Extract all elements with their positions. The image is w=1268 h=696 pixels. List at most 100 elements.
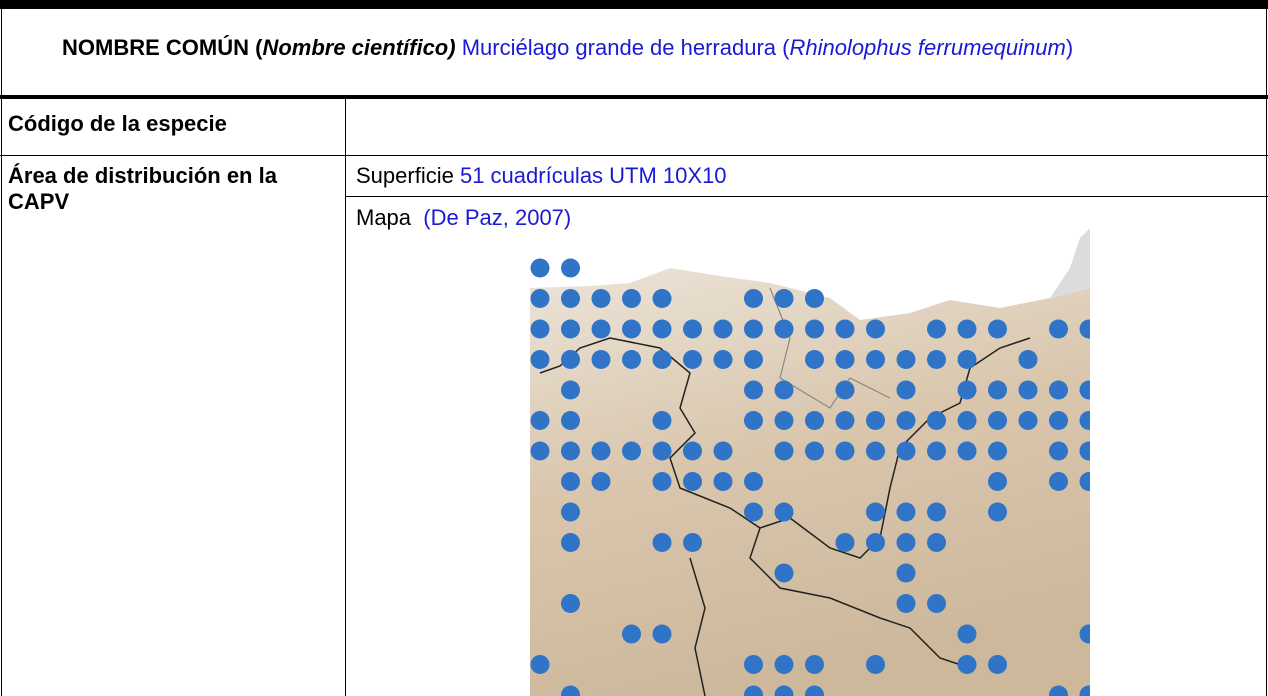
presence-dot	[531, 289, 550, 308]
presence-dot	[958, 655, 977, 674]
presence-dot	[775, 655, 794, 674]
presence-dot	[805, 289, 824, 308]
presence-dot	[561, 533, 580, 552]
presence-dot	[897, 411, 916, 430]
presence-dot	[836, 350, 855, 369]
presence-dot	[744, 350, 763, 369]
presence-dot	[561, 503, 580, 522]
presence-dot	[531, 320, 550, 339]
presence-dot	[1049, 320, 1068, 339]
presence-dot	[1049, 411, 1068, 430]
presence-dot	[836, 320, 855, 339]
presence-dot	[653, 289, 672, 308]
presence-dot	[714, 350, 733, 369]
presence-dot	[653, 442, 672, 461]
presence-dot	[714, 472, 733, 491]
map-source: (De Paz, 2007)	[423, 205, 571, 230]
header-label-italic: Nombre científico)	[262, 35, 455, 60]
presence-dot	[744, 411, 763, 430]
presence-dot	[805, 442, 824, 461]
presence-dot	[775, 503, 794, 522]
presence-dot	[744, 320, 763, 339]
presence-dot	[683, 472, 702, 491]
land-east	[1050, 228, 1090, 298]
presence-dot	[531, 350, 550, 369]
presence-dot	[744, 655, 763, 674]
row-label: Área de distribución en la CAPV	[8, 163, 308, 215]
presence-dot	[653, 533, 672, 552]
presence-dot	[653, 472, 672, 491]
presence-dot	[866, 411, 885, 430]
presence-dot	[927, 503, 946, 522]
presence-dot	[988, 655, 1007, 674]
presence-dot	[866, 655, 885, 674]
presence-dot	[897, 503, 916, 522]
presence-dot	[592, 442, 611, 461]
presence-dot	[866, 320, 885, 339]
presence-dot	[775, 564, 794, 583]
presence-dot	[561, 259, 580, 278]
presence-dot	[561, 350, 580, 369]
presence-dot	[561, 381, 580, 400]
header-border	[0, 95, 1268, 99]
presence-dot	[561, 289, 580, 308]
presence-dot	[592, 320, 611, 339]
presence-dot	[836, 411, 855, 430]
close: )	[1066, 35, 1073, 60]
page: NOMBRE COMÚN (Nombre científico) Murciél…	[0, 0, 1268, 696]
presence-dot	[775, 289, 794, 308]
presence-dot	[683, 320, 702, 339]
presence-dot	[622, 625, 641, 644]
presence-dot	[622, 289, 641, 308]
presence-dot	[897, 350, 916, 369]
presence-dot	[531, 655, 550, 674]
presence-dot	[927, 442, 946, 461]
presence-dot	[805, 411, 824, 430]
presence-dot	[988, 381, 1007, 400]
presence-dot	[561, 320, 580, 339]
presence-dot	[775, 320, 794, 339]
row-border	[0, 155, 1268, 156]
presence-dot	[927, 594, 946, 613]
presence-dot	[592, 289, 611, 308]
presence-dot	[836, 442, 855, 461]
left-border	[1, 0, 2, 696]
presence-dot	[927, 533, 946, 552]
presence-dot	[988, 442, 1007, 461]
surface: Superficie 51 cuadrículas UTM 10X10	[356, 163, 727, 189]
header: NOMBRE COMÚN (Nombre científico) Murciél…	[62, 35, 1256, 61]
presence-dot	[1049, 442, 1068, 461]
top-border	[0, 0, 1268, 9]
presence-dot	[1019, 381, 1038, 400]
distribution-map	[530, 228, 1090, 696]
presence-dot	[683, 533, 702, 552]
sub-row-border	[345, 196, 1268, 197]
presence-dot	[927, 411, 946, 430]
presence-dot	[927, 320, 946, 339]
common-name: Murciélago grande de herradura (	[462, 35, 790, 60]
presence-dot	[927, 350, 946, 369]
presence-dot	[775, 411, 794, 430]
presence-dot	[683, 350, 702, 369]
presence-dot	[805, 655, 824, 674]
right-border	[1266, 0, 1267, 696]
presence-dot	[744, 289, 763, 308]
presence-dot	[622, 350, 641, 369]
presence-dot	[988, 503, 1007, 522]
presence-dot	[866, 350, 885, 369]
presence-dot	[653, 320, 672, 339]
presence-dot	[897, 381, 916, 400]
presence-dot	[836, 533, 855, 552]
row-label: Código de la especie	[8, 111, 227, 137]
presence-dot	[653, 625, 672, 644]
presence-dot	[897, 442, 916, 461]
presence-dot	[775, 381, 794, 400]
presence-dot	[622, 320, 641, 339]
presence-dot	[531, 411, 550, 430]
column-divider	[345, 99, 346, 696]
presence-dot	[744, 472, 763, 491]
presence-dot	[1049, 381, 1068, 400]
presence-dot	[531, 259, 550, 278]
presence-dot	[897, 533, 916, 552]
presence-dot	[561, 442, 580, 461]
